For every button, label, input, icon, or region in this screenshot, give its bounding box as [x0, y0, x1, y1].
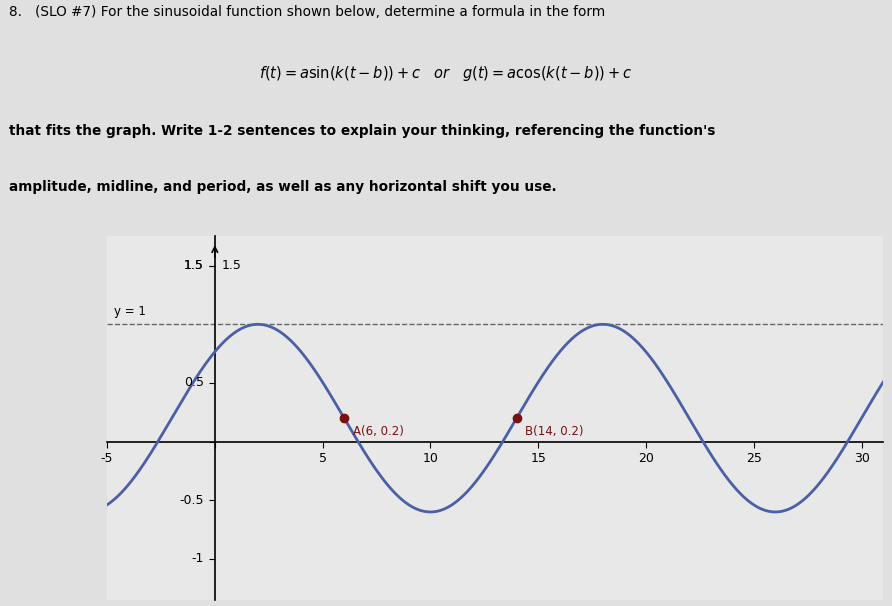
Text: 1.5: 1.5 [184, 259, 204, 272]
Text: 1.5: 1.5 [184, 259, 204, 272]
Text: 0.5: 0.5 [184, 376, 204, 390]
Text: amplitude, midline, and period, as well as any horizontal shift you use.: amplitude, midline, and period, as well … [9, 179, 557, 194]
Text: 8.   (SLO #7) For the sinusoidal function shown below, determine a formula in th: 8. (SLO #7) For the sinusoidal function … [9, 5, 605, 19]
Text: -1: -1 [192, 553, 204, 565]
Text: 1.5: 1.5 [221, 259, 241, 272]
Text: B(14, 0.2): B(14, 0.2) [525, 425, 583, 438]
Text: $f(t) = a\sin(k(t-b))+c$   or   $g(t) = a\cos(k(t-b))+c$: $f(t) = a\sin(k(t-b))+c$ or $g(t) = a\co… [260, 64, 632, 84]
Text: -0.5: -0.5 [179, 494, 204, 507]
Text: A(6, 0.2): A(6, 0.2) [353, 425, 404, 438]
Text: that fits the graph. Write 1-2 sentences to explain your thinking, referencing t: that fits the graph. Write 1-2 sentences… [9, 124, 715, 138]
Text: y = 1: y = 1 [113, 305, 145, 318]
